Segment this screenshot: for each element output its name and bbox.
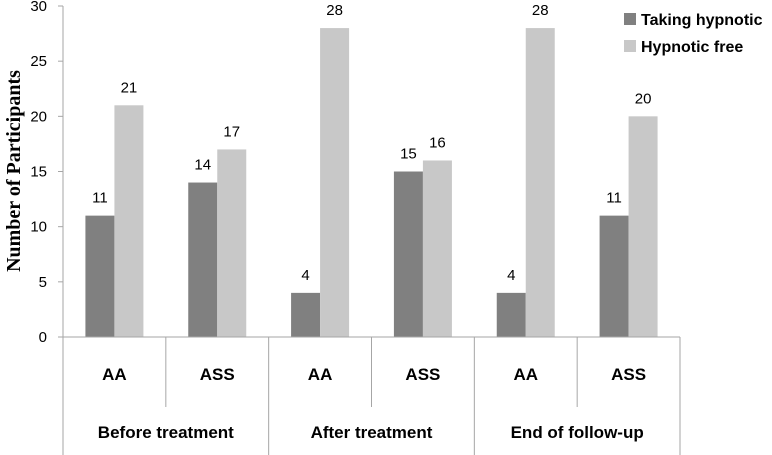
y-tick-label: 30 (30, 0, 47, 15)
data-label: 14 (194, 157, 211, 174)
x-group-label: Before treatment (98, 423, 234, 442)
y-tick-label: 0 (39, 329, 47, 346)
bar-hypnotic-free (422, 160, 452, 337)
data-label: 21 (121, 79, 138, 96)
bar-taking-hypnotic (496, 292, 526, 337)
data-labels: 11 21 14 17 4 28 15 16 4 28 11 20 (92, 2, 651, 284)
bar-taking-hypnotic (599, 215, 629, 337)
y-tick-label: 20 (30, 108, 47, 125)
data-label: 16 (429, 134, 446, 151)
legend: Taking hypnotic Hypnotic free (624, 12, 763, 56)
data-label: 11 (606, 190, 622, 207)
bar-hypnotic-free (217, 149, 247, 337)
bars (85, 28, 658, 338)
bar-hypnotic-free (628, 116, 658, 337)
bar-taking-hypnotic (188, 182, 218, 337)
bar-taking-hypnotic (85, 215, 115, 337)
data-label: 4 (507, 267, 515, 284)
data-label: 28 (532, 2, 549, 19)
data-label: 20 (635, 90, 652, 107)
x-tick-label: AA (102, 365, 127, 384)
bar-hypnotic-free (525, 28, 555, 338)
bar-taking-hypnotic (291, 292, 321, 337)
y-tick-label: 5 (39, 274, 47, 291)
bar-taking-hypnotic (393, 171, 423, 337)
x-group-label: After treatment (311, 423, 433, 442)
bar-hypnotic-free (114, 105, 144, 337)
data-label: 15 (400, 146, 417, 163)
data-label: 28 (326, 2, 343, 19)
data-label: 4 (301, 267, 309, 284)
legend-swatch (624, 40, 636, 52)
x-tick-label: AA (308, 365, 333, 384)
x-tick-label: AA (513, 365, 538, 384)
y-tick-label: 15 (30, 164, 47, 181)
legend-swatch (624, 13, 636, 25)
y-axis: 0 5 10 15 20 25 30 (30, 0, 64, 346)
bar-hypnotic-free (320, 28, 350, 338)
data-label: 17 (223, 123, 240, 140)
x-group-label: End of follow-up (511, 423, 644, 442)
x-tick-label: ASS (611, 365, 646, 384)
x-axis: AA ASS AA ASS AA ASS Before treatment After tre… (62, 336, 681, 455)
y-tick-label: 10 (30, 219, 47, 236)
x-tick-label: ASS (200, 365, 235, 384)
data-label: 11 (92, 190, 108, 207)
x-tick-label: ASS (405, 365, 440, 384)
legend-label: Taking hypnotic (641, 12, 763, 29)
y-axis-label: Number of Participants (3, 70, 25, 272)
legend-label: Hypnotic free (641, 39, 743, 56)
y-tick-label: 25 (30, 53, 47, 70)
